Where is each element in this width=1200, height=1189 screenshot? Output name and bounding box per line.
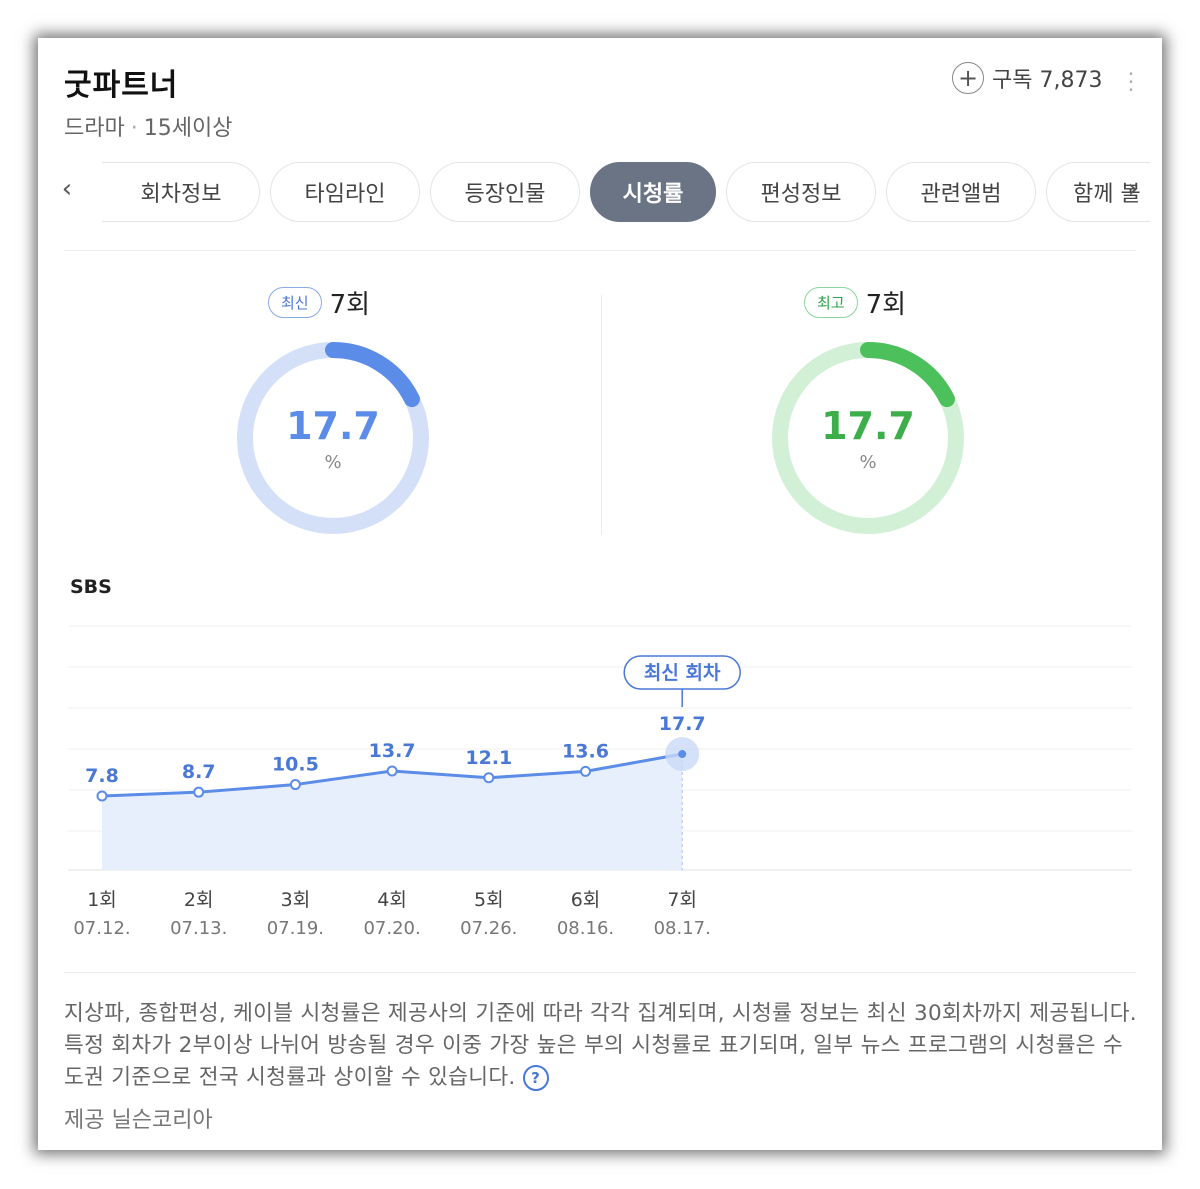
data-point	[483, 772, 495, 784]
x-date-label: 07.26.	[460, 918, 517, 939]
tab-bar: ‹ 회차정보 타임라인 등장인물 시청률 편성정보 관련앨범 함께 볼 ›	[52, 160, 1152, 228]
genre-label: 드라마	[64, 116, 125, 141]
x-tick-label: 6회	[571, 889, 601, 911]
data-point	[193, 786, 205, 798]
data-point	[580, 765, 591, 777]
gauge-arc	[237, 342, 429, 534]
highest-rating-gauge	[772, 342, 964, 534]
latest-rating-gauge	[237, 342, 429, 534]
program-meta: 드라마 · 15세이상	[64, 110, 232, 142]
plus-circle-icon: +	[952, 62, 984, 94]
data-label: 13.7	[369, 740, 416, 762]
data-point	[96, 790, 108, 802]
highest-rating-header: 최고 7회	[804, 284, 906, 321]
ratings-notice: 지상파, 종합편성, 케이블 시청률은 제공사의 기준에 따라 각각 집계되며,…	[64, 998, 1140, 1094]
latest-rating-unit: %	[324, 452, 342, 473]
data-label: 10.5	[272, 754, 319, 776]
x-date-label: 08.17.	[654, 918, 711, 939]
x-tick-label: 4회	[377, 889, 407, 911]
chevron-right-icon[interactable]: ›	[1127, 174, 1139, 204]
highest-rating-value: 17.7	[821, 404, 915, 448]
x-tick-label: 5회	[474, 889, 504, 911]
tab-episode-info[interactable]: 회차정보	[102, 162, 260, 222]
annotation-badge	[623, 655, 741, 690]
latest-rating-header: 최신 7회	[268, 284, 370, 321]
tab-timeline[interactable]: 타임라인	[270, 162, 420, 222]
latest-episode: 7회	[329, 290, 371, 320]
x-date-label: 07.19.	[267, 918, 324, 939]
annotation-label: 최신 회차	[644, 662, 721, 684]
data-label: 7.8	[85, 765, 119, 787]
data-point	[678, 750, 687, 759]
more-vertical-icon[interactable]: · · ·	[1127, 62, 1135, 102]
subscribe-count: 구독 7,873	[992, 68, 1103, 93]
data-label: 12.1	[465, 747, 512, 769]
data-label: 13.6	[562, 740, 609, 762]
tab-watch-together[interactable]: 함께 볼	[1046, 162, 1150, 222]
latest-badge: 최신	[268, 287, 322, 318]
ratings-chart: 7.8 1회 07.12. 8.7 2회 07.13. 10.5 3회 07.19. 13.7 4회…	[68, 625, 1132, 939]
notice-divider	[64, 972, 1136, 973]
data-label: 8.7	[182, 761, 216, 783]
highest-rating-unit: %	[859, 452, 877, 473]
highest-badge: 최고	[804, 287, 858, 318]
x-tick-label: 3회	[281, 889, 311, 911]
x-date-label: 07.12.	[73, 918, 130, 939]
x-tick-label: 2회	[184, 889, 214, 911]
x-date-label: 07.20.	[363, 918, 420, 939]
notice-text: 지상파, 종합편성, 케이블 시청률은 제공사의 기준에 따라 각각 집계되며,…	[64, 1001, 1137, 1090]
subscribe-button[interactable]: + 구독 7,873	[952, 62, 1102, 94]
network-label: SBS	[70, 576, 112, 598]
program-title[interactable]: 굿파트너	[64, 68, 179, 103]
latest-rating-value: 17.7	[286, 404, 380, 448]
age-rating-label: 15세이상	[143, 116, 233, 141]
meta-separator: ·	[130, 116, 138, 141]
section-divider	[64, 250, 1136, 251]
series-area	[102, 754, 683, 870]
data-provider: 제공 닐슨코리아	[64, 1108, 213, 1133]
x-tick-label: 1회	[87, 889, 117, 911]
highest-episode: 7회	[865, 290, 907, 320]
data-point	[386, 765, 398, 777]
program-card	[38, 38, 1162, 1150]
tab-related-albums[interactable]: 관련앨범	[886, 162, 1036, 222]
x-date-label: 07.13.	[170, 918, 227, 939]
tab-list: 회차정보 타임라인 등장인물 시청률 편성정보 관련앨범 함께 볼	[102, 160, 1150, 228]
tab-characters[interactable]: 등장인물	[430, 162, 580, 222]
rating-divider	[601, 295, 602, 535]
gauge-arc	[772, 342, 964, 534]
x-tick-label: 7회	[667, 889, 697, 911]
data-point	[289, 779, 301, 791]
tab-schedule[interactable]: 편성정보	[726, 162, 876, 222]
tab-ratings[interactable]: 시청률	[590, 162, 716, 222]
data-label: 17.7	[659, 713, 706, 735]
x-date-label: 08.16.	[557, 918, 614, 939]
chevron-left-icon[interactable]: ‹	[61, 174, 73, 204]
help-circle-icon[interactable]: ?	[522, 1065, 549, 1091]
